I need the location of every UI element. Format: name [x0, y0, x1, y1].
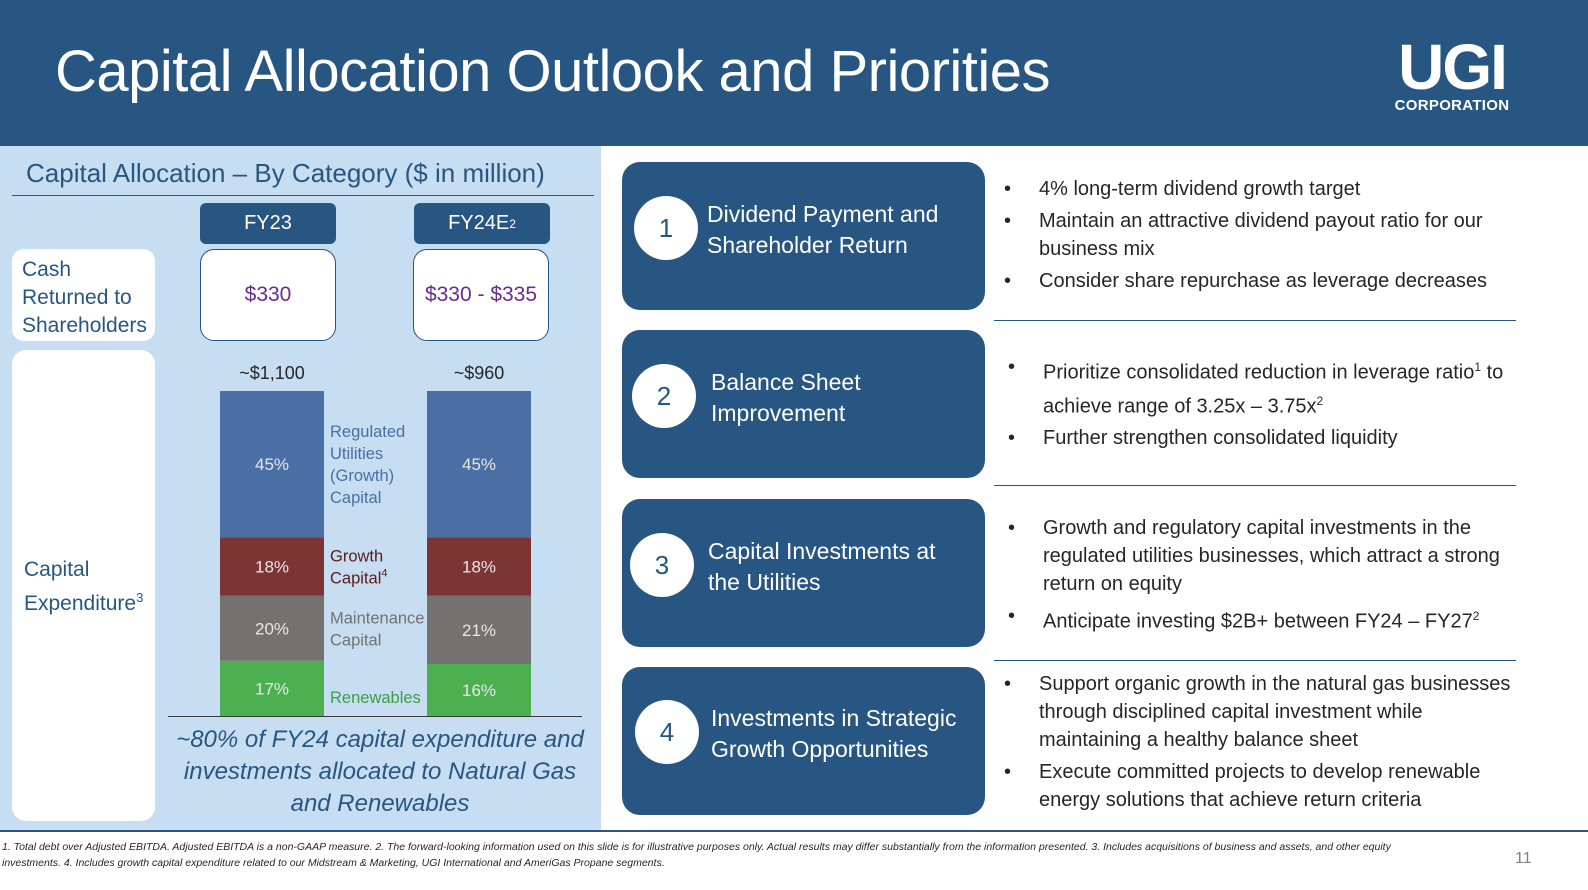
priority-2-bullets: Prioritize consolidated reduction in lev… [1008, 353, 1513, 456]
bullet-sup: 1 [1474, 360, 1482, 374]
bullet-item: Further strengthen consolidated liquidit… [1008, 424, 1513, 452]
bullet-item: 4% long-term dividend growth target [1004, 175, 1519, 203]
bar-segment [220, 595, 324, 661]
bar-segment [220, 391, 324, 538]
header-bar: Capital Allocation Outlook and Prioritie… [0, 0, 1588, 146]
bullet-item: Consider share repurchase as leverage de… [1004, 267, 1519, 295]
column-header-label: FY24E [448, 212, 510, 234]
bullet-item: Maintain an attractive dividend payout r… [1004, 207, 1519, 263]
footer-divider [0, 830, 1588, 832]
footnote: 1. Total debt over Adjusted EBITDA. Adju… [2, 841, 1391, 869]
capex-label: Capital Expenditure3 [24, 556, 156, 618]
capex-label-box: Capital Expenditure3 [12, 350, 155, 821]
bar-segment [427, 595, 531, 664]
logo-sub-text: CORPORATION [1394, 97, 1510, 114]
separator-line [994, 660, 1516, 661]
bullet-item: Prioritize consolidated reduction in lev… [1008, 353, 1513, 420]
bar-segment [427, 537, 531, 596]
priority-3-bullets: Growth and regulatory capital investment… [1008, 514, 1513, 640]
cash-returned-label-box: Cash Returned to Shareholders [12, 249, 155, 341]
bullet-sup: 2 [1472, 609, 1480, 623]
separator-line [994, 320, 1516, 321]
bar-segment [220, 660, 324, 716]
cash-value-fy23: $330 [200, 249, 336, 341]
bullet-item: Growth and regulatory capital investment… [1008, 514, 1513, 598]
capex-label-text: Capital Expenditure [24, 558, 137, 615]
cash-value-fy24e: $330 - $335 [413, 249, 549, 341]
priority-4-bullets: Support organic growth in the natural ga… [1004, 670, 1519, 818]
column-header-label: FY23 [244, 212, 292, 234]
chart-baseline [168, 716, 582, 717]
priority-title: Dividend Payment and Shareholder Return [707, 201, 939, 258]
priority-title: Balance Sheet Improvement [711, 369, 861, 426]
stacked-bar-chart: 17% 20% 18% 45% ~$1,100 16% 21% 18% 45% ~$960 Rene… [220, 363, 531, 716]
bullet-text: Anticipate investing $2B+ between FY24 –… [1043, 610, 1473, 633]
column-header-sup: 2 [509, 216, 516, 231]
priority-number: 2 [632, 364, 696, 428]
priority-1-bullets: 4% long-term dividend growth target Main… [1004, 175, 1519, 299]
bullet-item: Support organic growth in the natural ga… [1004, 670, 1519, 754]
ugi-logo: UGI CORPORATION [1382, 31, 1522, 116]
bar-total-label: ~$1,100 [239, 363, 305, 383]
priority-number: 1 [634, 196, 698, 260]
bar-segment [220, 537, 324, 596]
bullet-item: Anticipate investing $2B+ between FY24 –… [1008, 602, 1513, 636]
heading-divider [12, 195, 594, 196]
panel-heading: Capital Allocation – By Category ($ in m… [26, 158, 545, 188]
priority-3-box: 3 Capital Investments at the Utilities [622, 499, 985, 647]
legend-label: Growth Capital4 [330, 548, 388, 588]
column-header-fy24e: FY24E 2 [414, 203, 550, 244]
priority-number: 4 [635, 700, 699, 764]
priority-title: Capital Investments at the Utilities [708, 538, 936, 595]
priority-4-box: 4 Investments in Strategic Growth Opport… [622, 667, 985, 815]
bar-segment [427, 664, 531, 716]
page-number: 11 [1515, 850, 1532, 867]
bar-value-label: 45% [255, 455, 289, 474]
legend-label: Regulated Utilities (Growth) Capital [330, 423, 405, 507]
capex-label-sup: 3 [136, 590, 144, 605]
priority-2-box: 2 Balance Sheet Improvement [622, 330, 985, 478]
bar-total-label: ~$960 [454, 363, 505, 383]
capital-allocation-panel: Capital Allocation – By Category ($ in m… [0, 146, 601, 830]
chart-note: ~80% of FY24 capital expenditure and inv… [176, 726, 584, 817]
column-header-fy23: FY23 [200, 203, 336, 244]
priority-1-box: 1 Dividend Payment and Shareholder Retur… [622, 162, 985, 310]
bar-segment [427, 391, 531, 538]
separator-line [994, 485, 1516, 486]
bar-value-label: 20% [255, 619, 289, 638]
bar-value-label: 18% [255, 558, 289, 577]
priority-number: 3 [630, 533, 694, 597]
logo-main-text: UGI [1398, 31, 1508, 103]
bar-value-label: 16% [462, 681, 496, 700]
bullet-item: Execute committed projects to develop re… [1004, 758, 1519, 814]
bullet-sup-2: 2 [1316, 393, 1324, 408]
legend-label: Maintenance Capital [330, 609, 424, 649]
cash-returned-label: Cash Returned to Shareholders [22, 258, 147, 337]
bullet-text-2: to achieve range of 3.25x – 3.75x [1043, 361, 1504, 418]
bar-value-label: 18% [462, 558, 496, 577]
page-title: Capital Allocation Outlook and Prioritie… [55, 39, 1051, 104]
bar-value-label: 21% [462, 621, 496, 640]
legend-label: Renewables [330, 689, 421, 707]
bar-value-label: 17% [255, 679, 289, 698]
priority-title: Investments in Strategic Growth Opportun… [711, 705, 957, 762]
bar-value-label: 45% [462, 455, 496, 474]
bullet-text: Prioritize consolidated reduction in lev… [1043, 361, 1475, 384]
